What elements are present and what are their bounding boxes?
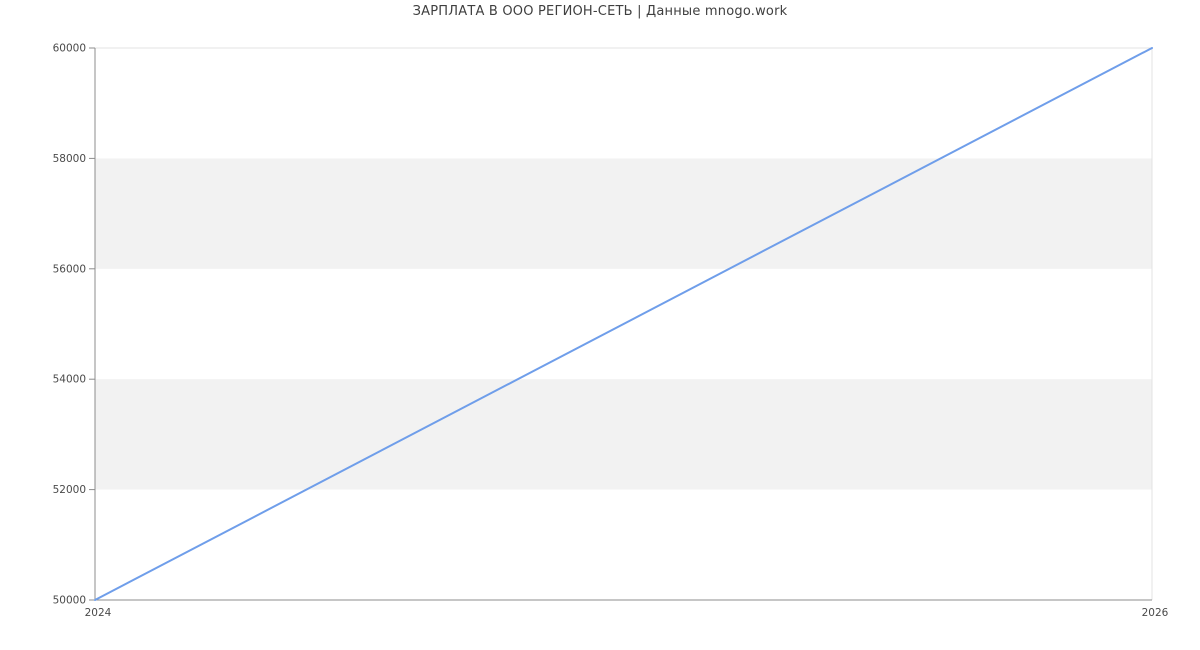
y-axis-tick-label: 60000 — [53, 43, 86, 55]
series-line — [94, 47, 1153, 601]
x-axis-tick-label: 2024 — [85, 607, 112, 619]
y-axis-tick-label: 54000 — [53, 374, 86, 386]
y-axis-tick-label: 56000 — [53, 263, 86, 275]
y-axis-tick-label: 52000 — [53, 484, 86, 496]
y-axis-tick-label: 58000 — [53, 153, 86, 165]
chart-title: ЗАРПЛАТА В ООО РЕГИОН-СЕТЬ | Данные mnog… — [412, 4, 788, 19]
x-axis-tick-label: 2026 — [1142, 607, 1169, 619]
y-axis-tick-label: 50000 — [53, 595, 86, 607]
plot-band — [95, 379, 1152, 490]
plot-band — [95, 158, 1152, 269]
